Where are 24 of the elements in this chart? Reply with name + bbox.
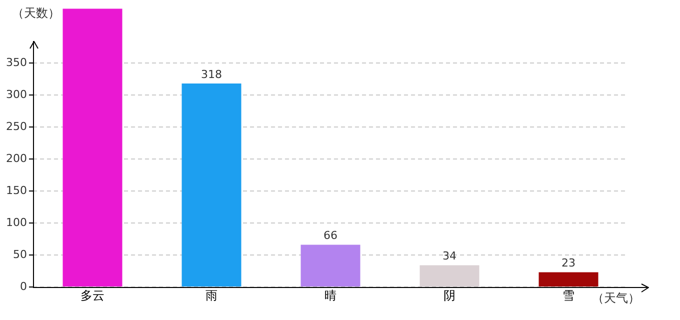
x-tick-label: 阴 — [444, 288, 456, 302]
y-tick-label: 300 — [6, 88, 27, 101]
bar — [182, 83, 242, 286]
data-label: 23 — [562, 256, 576, 270]
bar — [62, 8, 122, 286]
x-tick-label: 晴 — [324, 288, 336, 302]
x-tick-label: 雪 — [562, 288, 574, 302]
x-axis-title: （天气） — [592, 291, 640, 306]
bar — [300, 244, 360, 286]
y-tick-label: 350 — [6, 56, 27, 69]
y-tick-label: 150 — [6, 184, 27, 197]
data-label: 66 — [324, 229, 338, 242]
y-tick-label: 50 — [13, 248, 27, 261]
data-label: 34 — [442, 250, 456, 263]
x-tick-label: 雨 — [206, 288, 218, 302]
x-tick-label: 多云 — [80, 288, 104, 302]
y-tick-label: 200 — [6, 152, 27, 165]
bar — [420, 265, 480, 286]
y-tick-label: 250 — [6, 120, 27, 133]
bar — [538, 272, 598, 286]
y-axis-title: （天数） — [12, 6, 60, 20]
y-tick-label: 100 — [6, 216, 27, 229]
y-tick-label: 0 — [20, 280, 27, 293]
data-label: 318 — [201, 68, 222, 81]
